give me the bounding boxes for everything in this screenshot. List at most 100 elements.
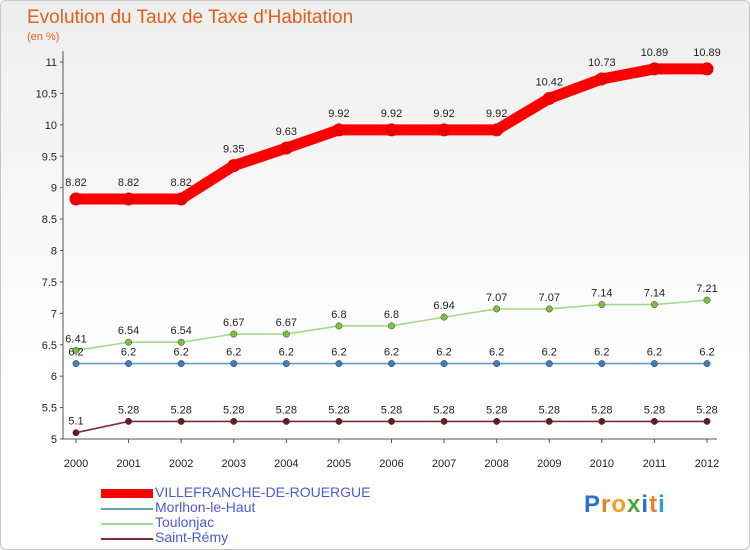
data-point [230, 360, 238, 368]
logo-letter: i [658, 491, 666, 518]
legend-label: Morlhon-le-Haut [155, 499, 256, 515]
data-label: 6.2 [121, 347, 136, 359]
data-label: 9.92 [328, 108, 349, 120]
axes: 5 5.5 6 6.5 7 7.5 8 8.5 9 9.5 10 10.5 11 2000 2001 2002… [36, 51, 719, 470]
data-label: 5.28 [433, 404, 454, 416]
x-tick-label: 2002 [169, 458, 193, 470]
data-label: 5.28 [486, 404, 507, 416]
data-label: 6.2 [331, 347, 346, 359]
data-point [650, 417, 658, 425]
data-label: 8.82 [118, 177, 139, 189]
data-label: 6.2 [384, 347, 399, 359]
data-point [598, 360, 606, 368]
data-label: 10.89 [693, 47, 721, 59]
data-point [493, 360, 501, 368]
data-labels: 8.82 8.82 8.82 9.35 9.63 9.92 9.92 9.92 9.92 10.4… [65, 47, 720, 428]
legend-swatch [101, 489, 153, 498]
logo-letter: P [584, 491, 602, 518]
data-point [542, 91, 556, 105]
data-label: 5.28 [381, 404, 402, 416]
series-layer [69, 62, 714, 437]
logo-letter: t [649, 491, 659, 518]
legend-swatch [101, 508, 153, 510]
legend-label: Toulonjac [155, 514, 215, 530]
data-point [385, 123, 398, 137]
data-label: 6.2 [68, 347, 83, 359]
data-label: 7.07 [539, 292, 560, 304]
legend-label: VILLEFRANCHE-DE-ROUERGUE [155, 484, 371, 500]
data-point [440, 417, 448, 425]
data-label: 6.2 [489, 347, 504, 359]
unit-label: (en %) [27, 31, 60, 43]
data-point [650, 301, 658, 308]
data-point [493, 417, 501, 425]
data-point [335, 322, 343, 330]
data-label: 5.28 [118, 404, 139, 416]
data-label: 9.92 [381, 108, 402, 120]
data-label: 6.67 [223, 317, 244, 329]
x-tick-label: 2010 [590, 458, 614, 470]
data-label: 6.2 [226, 347, 241, 359]
legend-label: Saint-Rémy [155, 529, 229, 545]
data-label: 9.35 [223, 144, 244, 156]
data-label: 7.07 [486, 292, 507, 304]
data-label: 6.54 [170, 325, 191, 337]
data-point [279, 141, 293, 155]
data-label: 9.92 [486, 108, 507, 120]
legend-swatch [101, 538, 153, 540]
x-tick-label: 2000 [64, 458, 88, 470]
legend-swatch [101, 523, 153, 525]
data-label: 6.2 [699, 347, 714, 359]
data-label: 5.28 [696, 404, 717, 416]
data-label: 8.82 [65, 177, 86, 189]
data-label: 10.89 [641, 47, 669, 59]
x-tick-label: 2007 [432, 458, 456, 470]
data-label: 9.63 [276, 126, 297, 138]
data-label: 6.2 [594, 347, 609, 359]
data-point [335, 360, 343, 368]
y-tick-label: 6.5 [42, 340, 57, 352]
y-tick-label: 10 [45, 120, 57, 132]
data-point [282, 360, 290, 368]
data-point [72, 360, 80, 368]
data-point [490, 123, 504, 137]
y-tick-label: 11 [46, 57, 57, 69]
data-label: 6.2 [279, 347, 294, 359]
data-label: 9.92 [433, 108, 454, 120]
data-point [282, 330, 290, 338]
y-tick-label: 9.5 [42, 151, 57, 163]
data-point [437, 123, 451, 137]
data-label: 6.2 [647, 347, 662, 359]
y-tick-label: 10.5 [36, 88, 57, 100]
data-point [703, 417, 711, 425]
data-point [440, 360, 448, 368]
x-tick-label: 2012 [695, 458, 719, 470]
y-tick-label: 5.5 [42, 403, 57, 415]
data-point [177, 360, 185, 368]
data-label: 6.2 [436, 347, 451, 359]
data-point [69, 192, 83, 206]
data-label: 5.28 [644, 404, 665, 416]
data-point [647, 62, 661, 76]
data-point [122, 192, 136, 206]
proxiti-logo: Proxiti [584, 491, 666, 519]
y-tick-label: 9 [51, 183, 57, 195]
x-tick-label: 2006 [379, 458, 403, 470]
data-point [388, 322, 395, 330]
logo-letter: o [611, 491, 628, 518]
data-point [72, 429, 80, 437]
data-label: 5.28 [170, 404, 191, 416]
data-point [177, 338, 185, 346]
data-label: 6.67 [276, 317, 297, 329]
data-point [493, 305, 501, 313]
data-label: 5.28 [223, 404, 244, 416]
chart-title: Evolution du Taux de Taxe d'Habitation [27, 7, 354, 28]
data-point [703, 296, 711, 304]
y-tick-label: 5 [51, 434, 57, 446]
data-label: 5.28 [539, 404, 560, 416]
data-point [282, 417, 290, 425]
data-point [125, 417, 133, 425]
data-point [595, 72, 609, 86]
